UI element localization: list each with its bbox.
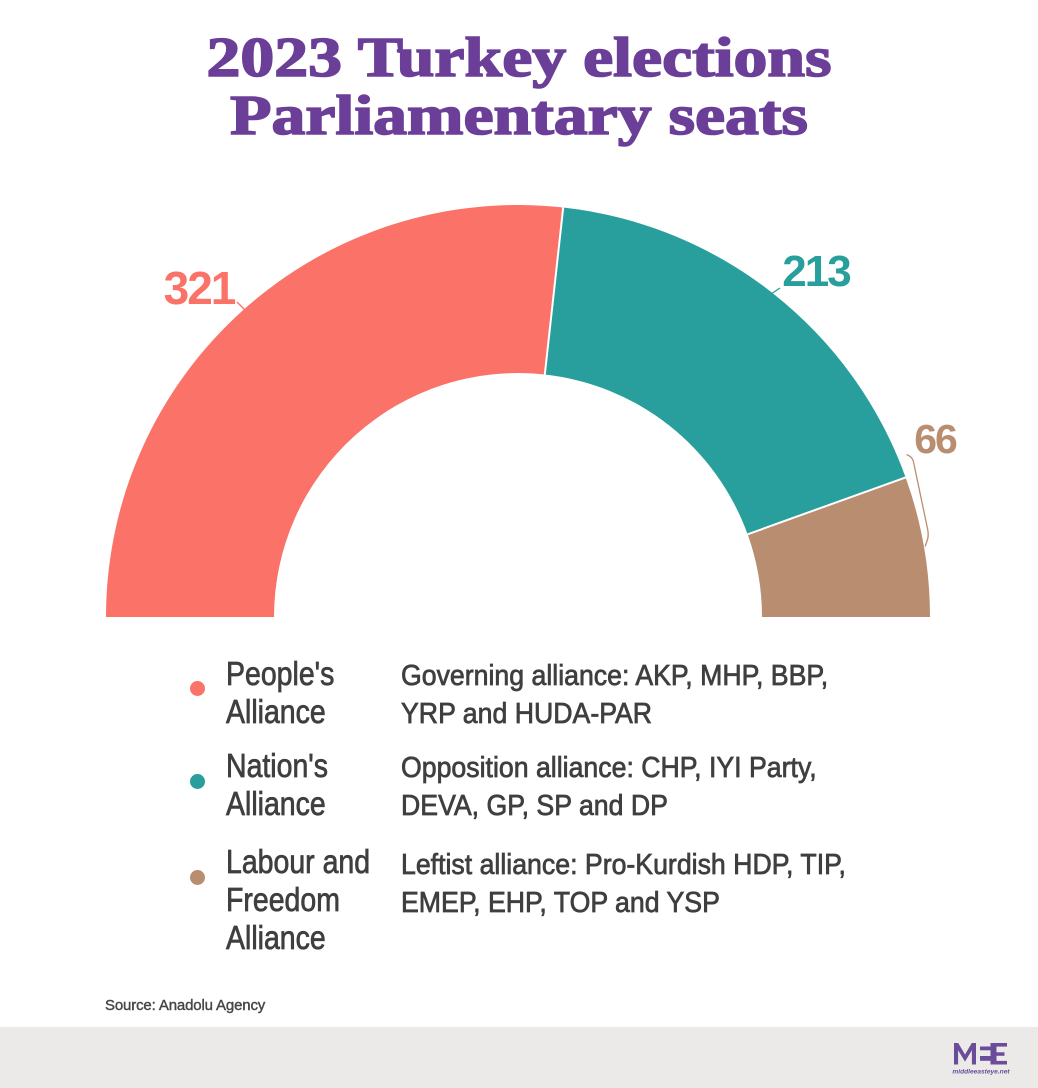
svg-text:middleeasteye.net: middleeasteye.net	[952, 1069, 1010, 1076]
svg-text:66: 66	[914, 416, 957, 462]
svg-text:213: 213	[782, 247, 850, 296]
svg-text:321: 321	[164, 262, 236, 314]
